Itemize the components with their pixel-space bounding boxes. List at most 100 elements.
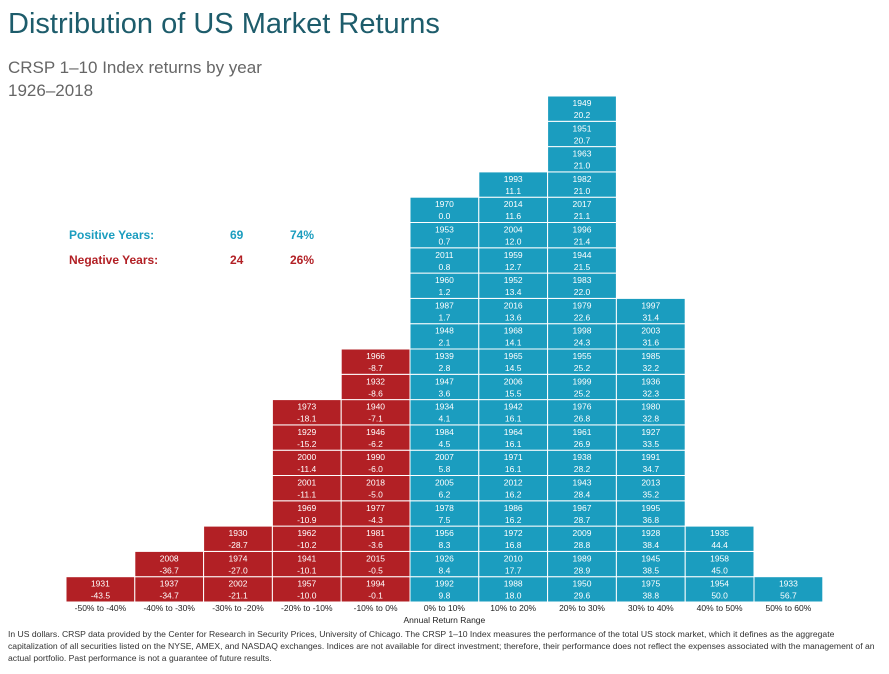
bar-cell: [134, 550, 205, 578]
cell-year-label: 2015: [366, 553, 385, 563]
bar-cell: [271, 424, 342, 451]
x-tick-label: 10% to 20%: [490, 603, 536, 613]
cell-year-label: 1979: [573, 300, 592, 310]
cell-return-label: 7.5: [438, 515, 450, 525]
cell-year-label: 2017: [573, 199, 592, 209]
negative-years-count: 24: [230, 253, 244, 267]
cell-year-label: 1937: [160, 579, 179, 589]
bar-cell: [547, 297, 617, 325]
cell-return-label: -36.7: [160, 565, 180, 575]
cell-year-label: 1928: [641, 528, 660, 538]
cell-year-label: 1946: [366, 427, 385, 437]
cell-year-label: 1944: [573, 250, 592, 260]
bar-cell: [65, 576, 136, 603]
cell-year-label: 1996: [573, 225, 592, 235]
cell-year-label: 2000: [297, 452, 316, 462]
cell-return-label: 16.2: [505, 490, 522, 500]
cell-year-label: 1976: [573, 402, 592, 412]
cell-year-label: 1998: [573, 326, 592, 336]
cell-return-label: 4.1: [438, 414, 450, 424]
bar-cell: [409, 297, 480, 325]
cell-return-label: -8.7: [368, 363, 383, 373]
cell-return-label: -0.1: [368, 591, 383, 601]
x-tick-label: -20% to -10%: [281, 603, 333, 613]
bar-cell: [615, 475, 686, 502]
x-tick-label: -50% to -40%: [75, 603, 127, 613]
bar-cell: [340, 525, 411, 552]
cell-return-label: 16.2: [505, 515, 522, 525]
cell-return-label: 32.2: [643, 363, 660, 373]
bar-cell: [478, 373, 549, 401]
cell-year-label: 1963: [573, 149, 592, 159]
bar-cell: [547, 120, 617, 148]
cell-return-label: 14.5: [505, 363, 522, 373]
bar-cell: [409, 500, 480, 527]
cell-year-label: 1975: [641, 579, 660, 589]
cell-return-label: 21.4: [574, 237, 591, 247]
cell-year-label: 1934: [435, 402, 454, 412]
cell-return-label: 6.2: [438, 490, 450, 500]
cell-year-label: 1985: [641, 351, 660, 361]
bar-cell: [271, 449, 342, 477]
cell-return-label: -5.0: [368, 490, 383, 500]
cell-return-label: 38.5: [643, 565, 660, 575]
bar-cell: [340, 373, 411, 401]
cell-year-label: 1964: [504, 427, 523, 437]
cell-return-label: 20.7: [574, 135, 591, 145]
bar-cell: [615, 323, 686, 350]
cell-return-label: 22.6: [574, 312, 591, 322]
cell-return-label: 56.7: [780, 591, 797, 601]
bar-cell: [547, 348, 617, 375]
cell-year-label: 1935: [710, 528, 729, 538]
bar-cell: [203, 525, 273, 552]
bar-cell: [271, 500, 342, 527]
bar-cell: [615, 449, 686, 477]
cell-return-label: 17.7: [505, 565, 522, 575]
cell-return-label: 1.7: [438, 312, 450, 322]
cell-return-label: -43.5: [91, 591, 111, 601]
cell-return-label: 8.3: [438, 540, 450, 550]
cell-year-label: 1967: [573, 503, 592, 513]
cell-return-label: 4.5: [438, 439, 450, 449]
cell-year-label: 1995: [641, 503, 660, 513]
cell-return-label: 0.0: [438, 211, 450, 221]
cell-year-label: 2005: [435, 478, 454, 488]
cell-return-label: -15.2: [297, 439, 317, 449]
cell-year-label: 1977: [366, 503, 385, 513]
cell-return-label: 8.4: [438, 565, 450, 575]
cell-return-label: -27.0: [228, 565, 248, 575]
cell-return-label: -0.5: [368, 565, 383, 575]
cell-year-label: 1927: [641, 427, 660, 437]
histogram-chart: 1931 -43.5 1937 -34.7 2008 -36.7 2002 -21.1 1974…: [65, 95, 824, 625]
cell-return-label: -10.0: [297, 591, 317, 601]
bar-cell: [547, 171, 617, 198]
cell-return-label: 2.8: [438, 363, 450, 373]
bar-cell: [340, 550, 411, 578]
cell-year-label: 1950: [573, 579, 592, 589]
cell-return-label: 50.0: [711, 591, 728, 601]
cell-return-label: 3.6: [438, 388, 450, 398]
cell-year-label: 1962: [297, 528, 316, 538]
cell-return-label: -10.1: [297, 565, 317, 575]
cell-year-label: 1957: [297, 579, 316, 589]
cell-year-label: 1974: [229, 553, 248, 563]
bar-cell: [409, 550, 480, 578]
cell-year-label: 1954: [710, 579, 729, 589]
cell-return-label: 15.5: [505, 388, 522, 398]
bar-cell: [547, 525, 617, 552]
cell-return-label: 26.9: [574, 439, 591, 449]
cell-year-label: 1958: [710, 553, 729, 563]
cell-return-label: 20.2: [574, 110, 591, 120]
cell-year-label: 2010: [504, 553, 523, 563]
cell-return-label: 21.5: [574, 262, 591, 272]
cell-year-label: 1965: [504, 351, 523, 361]
cell-return-label: 5.8: [438, 464, 450, 474]
cell-return-label: 31.6: [643, 338, 660, 348]
bar-cell: [340, 576, 411, 603]
bar-cell: [615, 525, 686, 552]
cell-year-label: 1978: [435, 503, 454, 513]
cell-return-label: 36.8: [643, 515, 660, 525]
cell-year-label: 2007: [435, 452, 454, 462]
cell-return-label: -8.6: [368, 388, 383, 398]
cell-year-label: 2009: [573, 528, 592, 538]
